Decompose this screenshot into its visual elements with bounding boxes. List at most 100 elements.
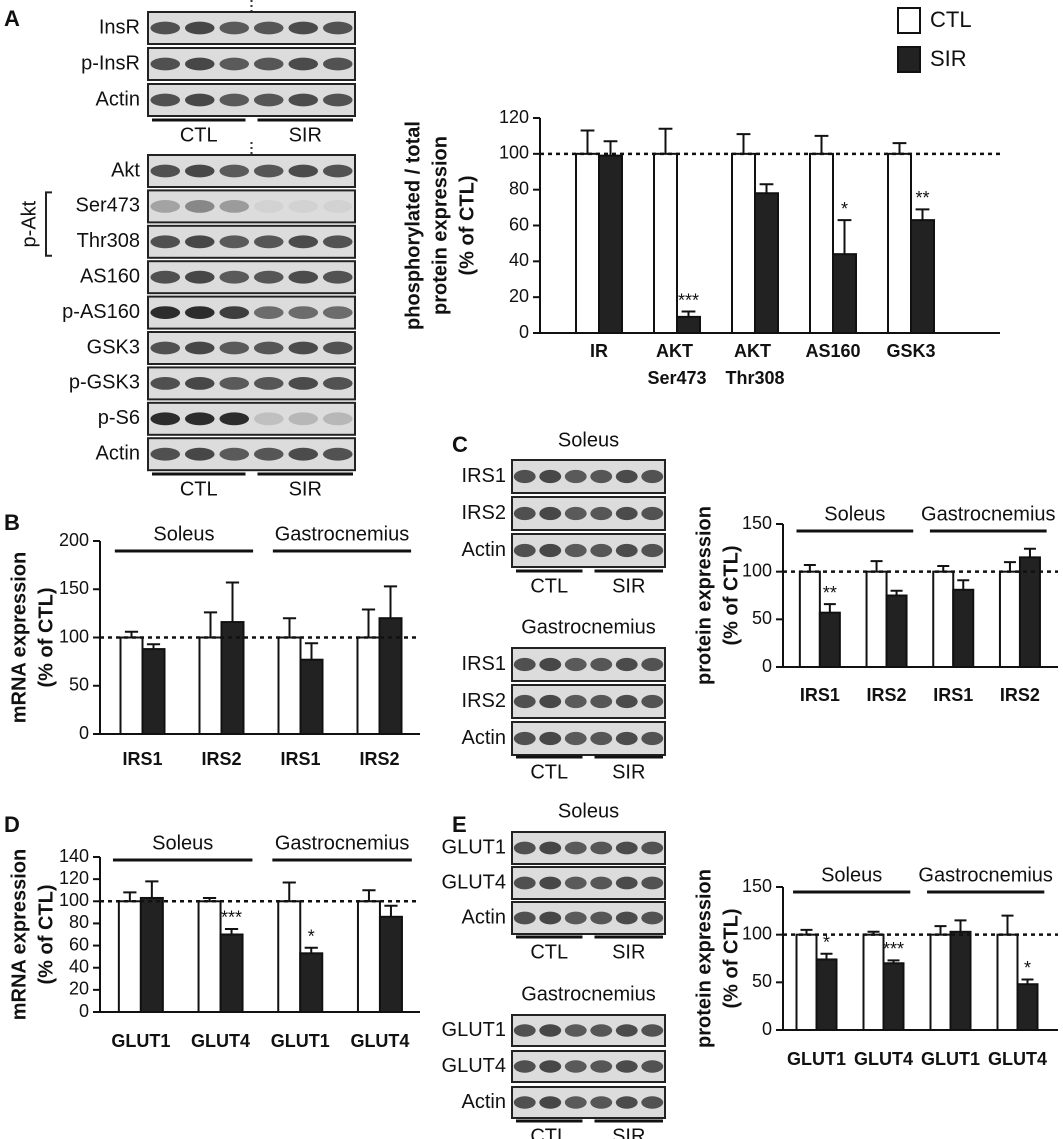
error-bar [225, 581, 240, 623]
y-tick-label: 100 [59, 626, 89, 646]
y-tick-label: 20 [509, 286, 529, 306]
bar [998, 570, 1021, 669]
blot-band [184, 341, 215, 355]
blot-band [184, 164, 215, 178]
blot-band [150, 306, 181, 319]
blot-band [615, 841, 638, 855]
blot-band [590, 543, 613, 558]
x-tick-label: IRS2 [1000, 685, 1040, 705]
y-tick-label: 40 [509, 250, 529, 270]
group-label: Soleus [152, 832, 213, 854]
bar [952, 588, 975, 669]
blot-band [539, 731, 562, 746]
error-bar [814, 134, 829, 154]
blot-band [288, 21, 319, 35]
group-label: CTL [530, 941, 568, 963]
blot-band [219, 93, 250, 107]
blot-label: GSK3 [87, 336, 140, 358]
blot-band [539, 911, 562, 925]
error-bar [123, 891, 137, 902]
error-bar [282, 617, 297, 638]
blot-band [184, 270, 215, 284]
bar [1016, 983, 1039, 1031]
blot-band [513, 657, 536, 672]
blot-row [511, 459, 666, 494]
blot-band [615, 506, 638, 521]
blot-band [615, 1096, 638, 1109]
error-bar [1003, 561, 1016, 572]
blot-row [147, 366, 356, 401]
error-bar [887, 959, 900, 964]
error-bar [800, 928, 813, 935]
blot-band [288, 235, 319, 249]
bar [996, 933, 1019, 1032]
blot-band [539, 469, 562, 484]
x-tick-label: GLUT1 [787, 1049, 846, 1069]
blot-band [184, 21, 215, 35]
error-bar [934, 925, 947, 935]
bracket [45, 191, 52, 257]
error-bar [820, 952, 833, 960]
blot-band [564, 731, 587, 746]
error-bar [837, 219, 852, 255]
blot-label: IRS2 [462, 502, 506, 524]
blot-band [219, 270, 250, 284]
blot-band [184, 377, 215, 390]
blot-band [513, 1096, 536, 1109]
bar [929, 933, 952, 1032]
blot-band [615, 911, 638, 925]
blot-band [288, 447, 319, 461]
bar [832, 253, 857, 335]
error-bar [736, 133, 751, 154]
x-tick-label: GLUT4 [191, 1031, 250, 1051]
blot-label: Actin [462, 727, 506, 749]
blot-band [184, 235, 215, 249]
blot-band [253, 341, 284, 355]
blot-label: Actin [462, 906, 506, 928]
group-label: SIR [612, 575, 645, 597]
error-bar [580, 129, 595, 154]
blot-band [288, 164, 319, 178]
blot-band [539, 657, 562, 672]
blot-title: Gastrocnemius [521, 616, 656, 638]
blot-band [184, 412, 215, 426]
blot-band [253, 57, 284, 71]
blot-band [253, 377, 284, 390]
blot-band [288, 200, 319, 213]
significance-label: *** [678, 290, 699, 310]
blot-band [641, 876, 664, 890]
significance-label: *** [221, 908, 242, 928]
bar [139, 896, 164, 1014]
panel-letter: A [4, 6, 20, 31]
blot-band [322, 270, 353, 284]
blot-band [288, 93, 319, 107]
group-label: SIR [612, 761, 645, 783]
x-tick-label: AS160 [805, 341, 860, 361]
error-bar [870, 560, 883, 572]
blot-band [513, 543, 536, 558]
bar [299, 952, 324, 1013]
blot-band [150, 270, 181, 284]
blot-band [615, 1060, 638, 1073]
blot-band [219, 164, 250, 178]
error-bar [124, 630, 139, 638]
y-tick-label: 60 [509, 214, 529, 234]
blot-band [513, 506, 536, 521]
group-label: SIR [289, 478, 322, 500]
blot-band [513, 731, 536, 746]
y-axis-label: protein expression [693, 869, 715, 1048]
x-tick-label: GLUT4 [854, 1049, 913, 1069]
bar [798, 570, 821, 669]
x-tick-label: IRS1 [122, 749, 162, 769]
blot-row [147, 224, 356, 259]
blot-band [564, 543, 587, 558]
y-tick-label: 80 [69, 912, 89, 932]
blot-row [147, 295, 356, 330]
blot-band [564, 657, 587, 672]
bar [885, 594, 908, 668]
blot-row [147, 401, 356, 436]
blot-band [150, 377, 181, 390]
blot-band [322, 21, 353, 35]
group-label: Gastrocnemius [275, 523, 410, 545]
